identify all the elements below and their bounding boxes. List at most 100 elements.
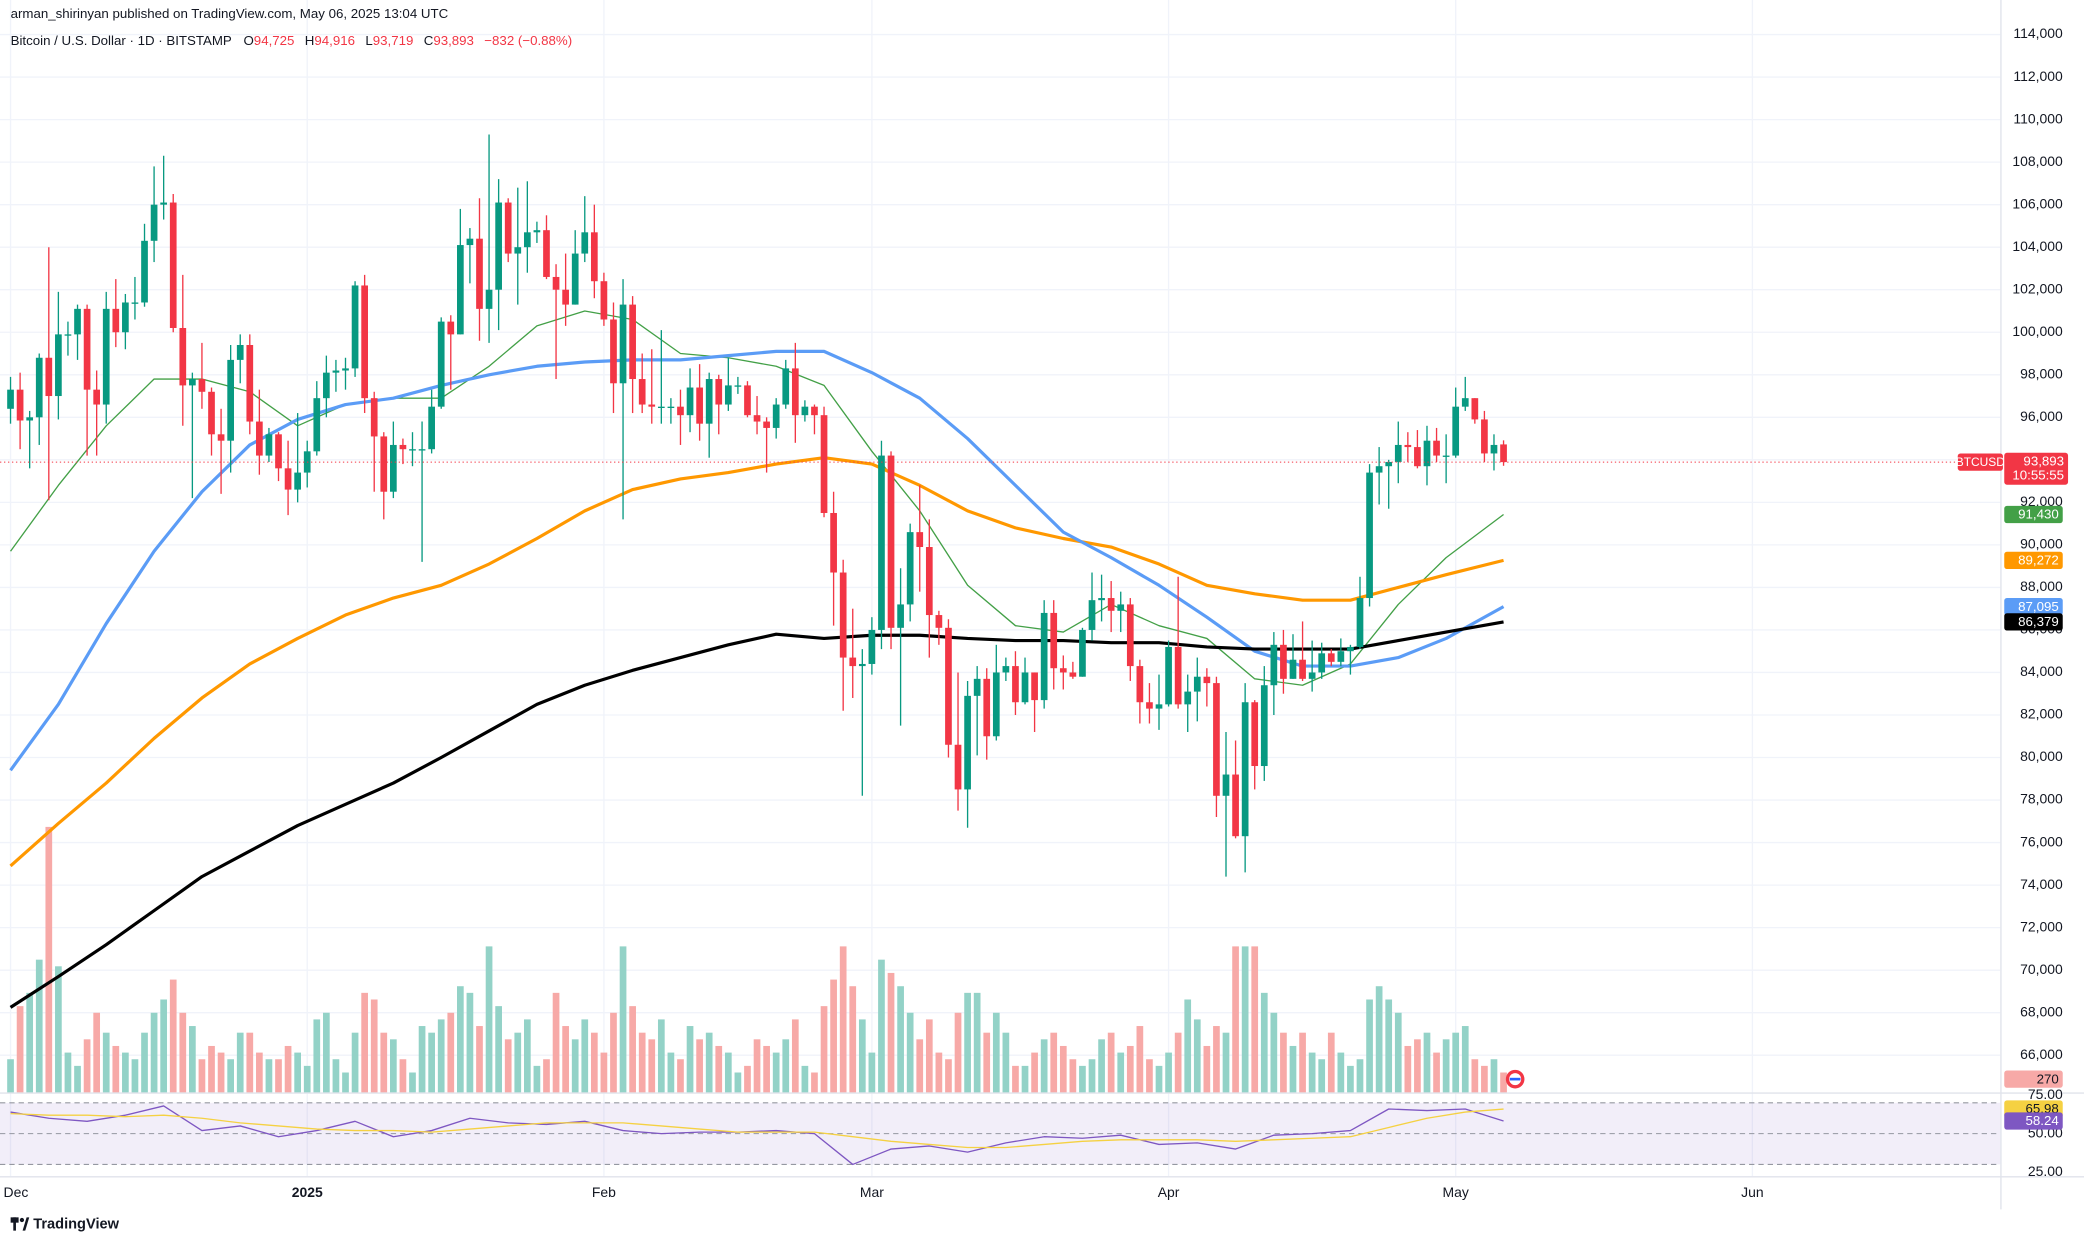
candle-body (1079, 629, 1086, 677)
volume-bar (1500, 1072, 1507, 1093)
candle-body (619, 304, 627, 384)
candle-body (1375, 466, 1383, 473)
ohlc-value: 93,719 (373, 33, 414, 48)
volume-bar (1452, 1032, 1460, 1093)
y-tick-label: 80,000 (2020, 748, 2063, 764)
candle-body (1126, 604, 1134, 667)
candle-body (1423, 440, 1431, 467)
moving-average-tag: 87,095 (2018, 599, 2059, 614)
volume-bar (179, 1012, 187, 1093)
volume-bar (198, 1059, 206, 1093)
candle-body (791, 368, 799, 416)
candle-body (724, 385, 732, 405)
candle-body (189, 379, 196, 386)
volume-bar (35, 959, 43, 1093)
candle-body (1433, 440, 1440, 456)
candle-body (313, 398, 321, 452)
y-tick-label: 112,000 (2013, 68, 2063, 84)
volume-bar (954, 1012, 962, 1093)
volume-bar (638, 1032, 646, 1093)
volume-bar (399, 1059, 407, 1093)
moving-average-tag-bg (2004, 598, 2063, 616)
candle-body (1308, 672, 1316, 679)
candle-body (1461, 398, 1469, 407)
countdown: 10:55:55 (2012, 468, 2064, 483)
candle-body (45, 357, 53, 397)
candle-body (361, 285, 368, 399)
candle-body (1155, 704, 1163, 709)
ohlc-value: 93,893 (433, 33, 474, 48)
candle-body (1414, 447, 1421, 467)
candle-body (715, 379, 723, 405)
volume-bar (610, 1012, 617, 1093)
y-tick-label: 98,000 (2020, 365, 2063, 381)
candle-body (1481, 419, 1488, 454)
volume-bar (830, 979, 837, 1093)
volume-bar (782, 1039, 790, 1093)
volume-bar (1289, 1045, 1297, 1093)
volume-bar (552, 992, 560, 1093)
candle-body (198, 379, 206, 392)
volume-bar (705, 1032, 713, 1093)
candle-body (332, 370, 340, 373)
candle-body (1299, 659, 1306, 679)
candle-body (686, 387, 694, 416)
volume-bar (342, 1072, 349, 1093)
candle-body (1050, 612, 1058, 669)
volume-bar (858, 1019, 866, 1093)
candle-body (1165, 646, 1172, 705)
x-tick-label: 2025 (292, 1184, 323, 1200)
volume-bar (323, 1012, 330, 1093)
candle-body (830, 512, 837, 573)
candle-body (906, 532, 914, 605)
volume-bar (523, 1019, 531, 1093)
logo-part (19, 1217, 25, 1223)
candle-body (1059, 668, 1067, 673)
volume-bar (370, 999, 378, 1093)
candle-body (964, 695, 971, 790)
candle-body (839, 572, 847, 658)
x-tick-label: Mar (860, 1184, 884, 1200)
volume-bar (964, 992, 971, 1093)
volume-bar (122, 1052, 129, 1093)
volume-bar (878, 959, 885, 1093)
candle-body (1107, 598, 1115, 611)
candle-body (141, 240, 148, 303)
volume-bar (657, 1019, 665, 1093)
volume-bar (112, 1045, 120, 1093)
candle-body (590, 232, 598, 282)
volume-bar (1404, 1045, 1412, 1093)
x-tick-label: May (1443, 1184, 1469, 1200)
candle-body (495, 202, 502, 290)
candle-body (705, 379, 713, 424)
volume-bar (849, 986, 857, 1093)
rsi-line (10, 1108, 1504, 1149)
volume-bar (1021, 1065, 1029, 1093)
volume-bar (1117, 1052, 1125, 1093)
volume-bar (437, 1019, 445, 1093)
volume-bar (236, 1032, 244, 1093)
candle-body (55, 334, 62, 397)
y-tick-label: 106,000 (2012, 195, 2063, 211)
moving-average-line (9, 456, 1504, 868)
volume-bar (1165, 1052, 1172, 1093)
volume-bar (1193, 1019, 1201, 1093)
volume-bar (208, 1045, 215, 1093)
rsi-tick-label: 25.00 (2028, 1163, 2063, 1179)
volume-bar (772, 1052, 780, 1093)
last-price-symbol: BTCUSD (1956, 455, 2006, 469)
volume-bar (1050, 1032, 1058, 1093)
candle-body (1318, 653, 1326, 673)
rsi-tick-label: 75.00 (2028, 1086, 2063, 1102)
volume-bar (361, 992, 368, 1093)
y-tick-label: 76,000 (2020, 833, 2063, 849)
volume-bar (1184, 999, 1192, 1093)
candle-body (294, 472, 301, 490)
volume-bar (160, 999, 168, 1093)
volume-bar (332, 1059, 340, 1093)
volume-bar (275, 1059, 282, 1093)
volume-bar (571, 1039, 579, 1093)
volume-bar (1059, 1045, 1067, 1093)
moving-average-tag-bg (2004, 613, 2063, 631)
